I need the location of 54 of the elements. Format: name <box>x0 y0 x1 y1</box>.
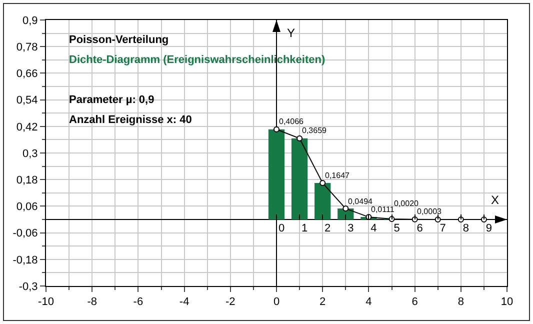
x2-tick-label: 5 <box>394 222 400 234</box>
x-tick-label: 6 <box>412 296 418 308</box>
x2-axis-title: X <box>491 193 500 207</box>
x-tick-label: -6 <box>133 296 144 308</box>
y-tick-label: -0,3 <box>18 280 38 293</box>
x-tick-label: 10 <box>500 296 514 308</box>
point <box>342 206 349 212</box>
y-tick-label: -0,06 <box>12 228 38 240</box>
y-tick-label: 0,54 <box>16 94 38 107</box>
x2-tick-label: 6 <box>416 222 423 234</box>
y-tick-label: 0,06 <box>16 201 38 214</box>
x-tick-label: -10 <box>38 296 54 308</box>
y-tick-label: 0,42 <box>16 121 38 134</box>
data-label: 0,0494 <box>348 197 374 206</box>
data-label: 0,3659 <box>302 126 328 135</box>
x2-tick-label: 9 <box>486 222 492 234</box>
bar <box>268 129 285 220</box>
x-tick-label: 2 <box>320 296 326 308</box>
y-tick-label: 0,9 <box>22 14 38 27</box>
y-axis-title: Y <box>287 26 296 40</box>
y-tick-label: 0,18 <box>16 174 38 186</box>
y-tick-label: -0,18 <box>12 254 38 266</box>
x-tick-label: 4 <box>366 296 372 308</box>
x-tick-label: 0 <box>273 296 280 308</box>
point <box>296 135 303 142</box>
x-tick-label: -8 <box>87 296 97 308</box>
data-label: 0,0003 <box>417 207 442 216</box>
x-tick-label: -4 <box>179 296 190 308</box>
data-label: 0,1647 <box>325 171 350 180</box>
data-label: 0,0020 <box>394 199 420 208</box>
annotation: Parameter µ: 0,9 <box>69 94 154 106</box>
point <box>274 126 280 132</box>
text: Poisson-Verteilung <box>69 34 169 46</box>
y-tick-label: 0,78 <box>16 41 38 54</box>
x2-tick-label: 0 <box>278 222 285 234</box>
x-tick-label: -2 <box>226 296 236 308</box>
point <box>320 180 326 186</box>
x-tick-label: 8 <box>458 296 464 308</box>
x2-tick-label: 1 <box>301 222 308 234</box>
y-tick-label: 0,66 <box>16 68 38 80</box>
x2-tick-label: 7 <box>440 222 446 234</box>
x2-tick-label: 2 <box>324 222 331 234</box>
y-tick-label: 0,3 <box>22 148 38 160</box>
bar <box>291 138 308 220</box>
x2-tick-label: 8 <box>462 222 469 234</box>
annotation: Anzahl Ereignisse x: 40 <box>69 114 192 126</box>
data-label: 0,0111 <box>371 205 395 214</box>
data-label: 0,4066 <box>279 117 304 126</box>
point <box>480 216 487 222</box>
x2-tick-label: 3 <box>348 222 354 234</box>
bar <box>314 182 331 220</box>
point <box>434 216 441 222</box>
point <box>458 216 464 222</box>
x2-tick-label: 4 <box>370 222 377 234</box>
